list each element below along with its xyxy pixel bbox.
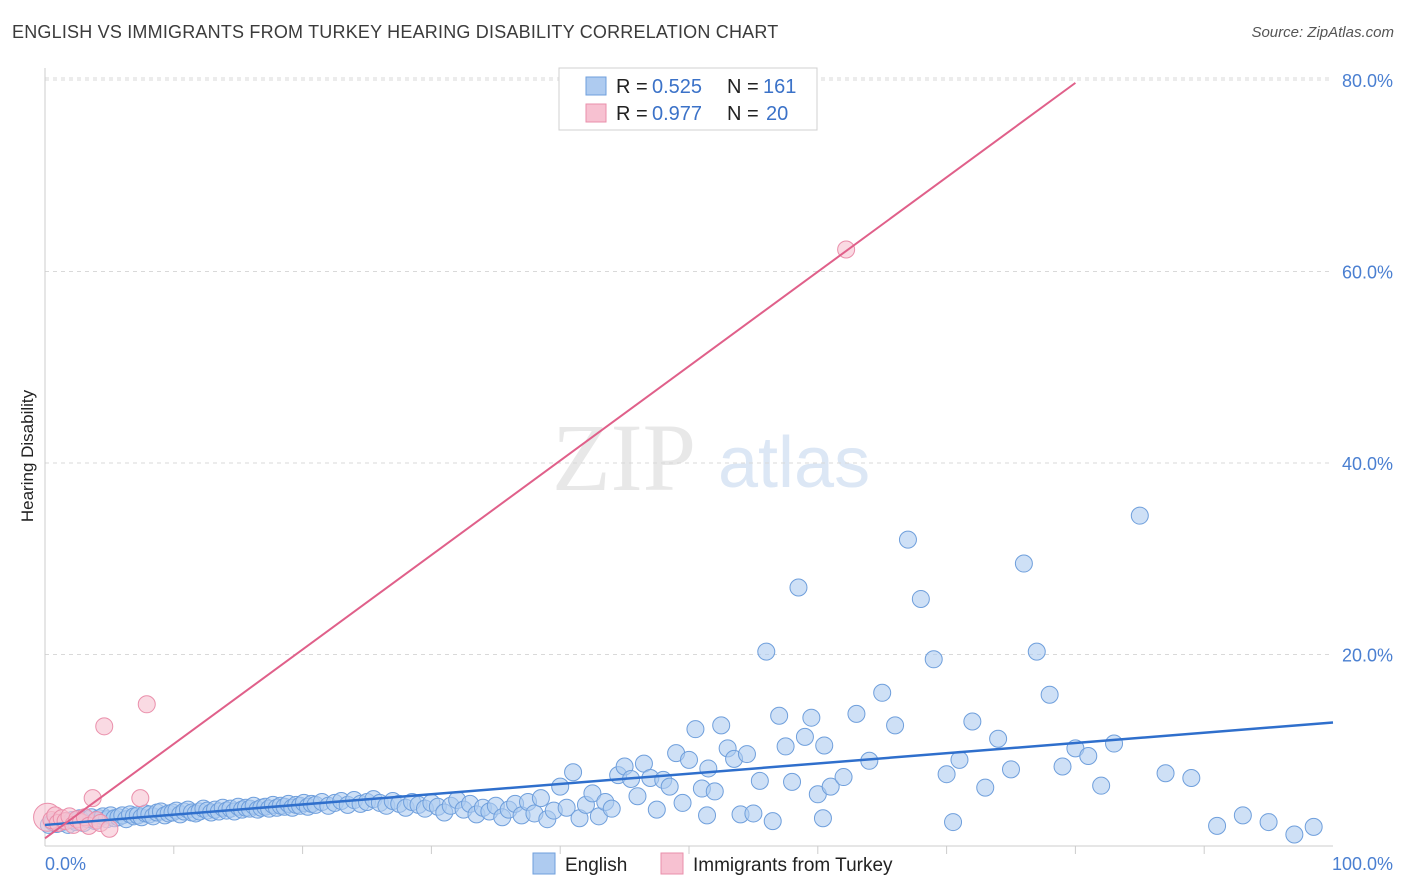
english-trend-line [44,721,1334,827]
english-point [763,812,782,831]
english-point [898,530,917,549]
y-axis-label: Hearing Disability [18,389,37,522]
english-point [647,800,666,819]
english-point [813,809,832,828]
legend-turkey-swatch [660,852,684,875]
watermark-zip: ZIP [552,404,696,511]
english-point [1027,642,1046,661]
english-point [1208,816,1227,835]
english-point [737,745,756,764]
english-point [757,642,776,661]
legend-turkey-label: Immigrants from Turkey [693,855,893,876]
english-point [795,727,814,746]
english-point [1014,554,1033,573]
english-point [705,782,724,801]
english-point [698,806,717,825]
english-point [1002,760,1020,779]
english-point [1130,506,1149,525]
english-point [815,736,834,755]
english-point [557,798,576,817]
stats-legend: R = 0.525 N = 161 R = 0.977 N = 20 [558,67,818,131]
english-point [776,737,795,756]
turkey-r-label: R = [616,103,648,125]
x-tick-label-min: 0.0% [45,854,86,874]
english-n-value: 161 [763,76,796,98]
english-point [628,787,647,806]
y-tick-label: 80.0% [1342,71,1393,91]
english-point [680,750,698,769]
legend-english-label: English [565,855,627,876]
turkey-r-value: 0.977 [652,103,702,125]
turkey-swatch [585,103,607,123]
english-point [944,813,963,832]
turkey-n-label: N = [727,103,759,125]
english-point [712,716,731,735]
english-point [744,804,763,823]
english-point [531,789,550,808]
english-point [989,729,1008,748]
turkey-n-value: 20 [766,103,788,125]
english-point [789,578,808,597]
english-point [551,777,570,796]
trend-lines [44,82,1334,840]
english-point [564,763,583,782]
english-n-label: N = [727,76,759,98]
y-tick-label: 20.0% [1342,646,1393,666]
english-point [1285,825,1304,844]
turkey-point [100,819,119,838]
english-point [673,793,692,812]
y-tick-labels: 20.0% 40.0% 60.0% 80.0% [1342,71,1393,666]
english-point [1233,806,1252,825]
english-r-label: R = [616,76,648,98]
chart-title: ENGLISH VS IMMIGRANTS FROM TURKEY HEARIN… [12,22,779,42]
english-point [834,768,853,787]
english-point [911,589,930,608]
english-point [660,777,679,796]
turkey-point [95,717,114,736]
english-point [1079,746,1098,765]
english-point [802,708,821,727]
english-point [583,784,602,803]
english-point [886,716,905,735]
legend-english-swatch [532,852,556,875]
english-series [39,506,1323,844]
english-point [750,771,769,790]
english-point [821,777,840,796]
english-r-value: 0.525 [652,76,702,98]
turkey-point [137,695,156,714]
english-point [963,712,982,731]
english-point [699,759,718,778]
turkey-trend-line [44,82,1076,840]
english-point [602,799,621,818]
english-point [1182,769,1201,788]
y-tick-label: 60.0% [1342,263,1393,283]
english-point [1304,817,1323,836]
english-point [976,778,995,797]
english-point [1156,764,1175,783]
english-point [924,650,943,669]
english-point [847,704,866,723]
english-point [1092,776,1111,795]
x-tick-label-max: 100.0% [1332,854,1393,874]
english-swatch [585,76,607,96]
english-point [1105,734,1124,753]
english-point [1040,685,1059,704]
series-legend: English Immigrants from Turkey [532,852,893,876]
source-label: Source: ZipAtlas.com [1251,24,1394,41]
english-point [937,765,956,784]
english-point [783,772,802,791]
english-point [686,720,705,739]
english-point [1053,757,1072,776]
y-tick-label: 40.0% [1342,454,1393,474]
turkey-point [131,789,150,808]
english-point [770,706,789,725]
english-point [873,683,892,702]
english-point [1259,813,1278,832]
